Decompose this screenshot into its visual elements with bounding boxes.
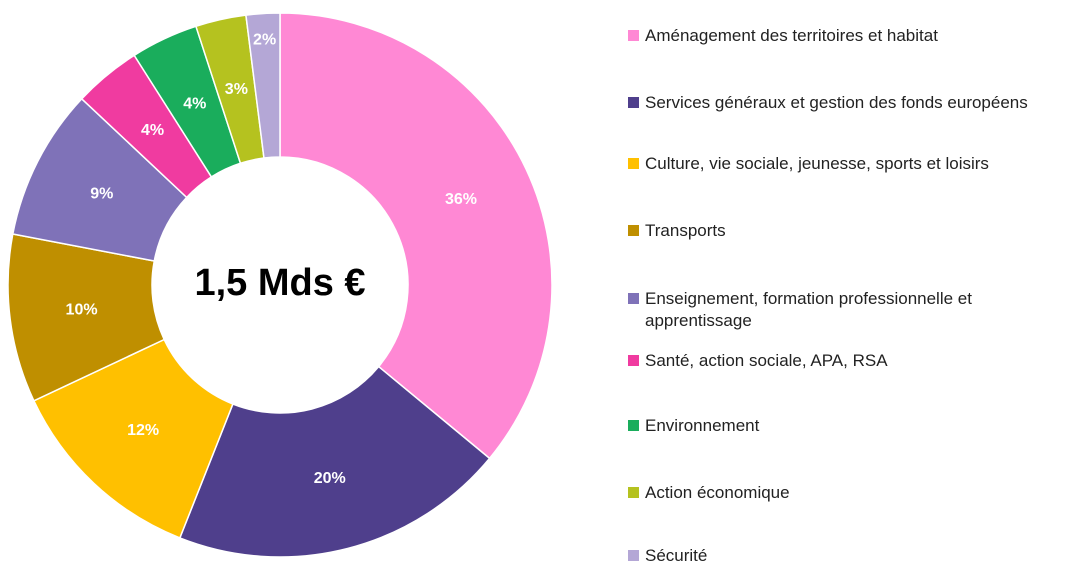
legend-swatch (628, 420, 639, 431)
donut-slice (178, 365, 491, 558)
legend-label: Aménagement des territoires et habitat (645, 26, 938, 45)
legend-item: Environnement (628, 415, 1068, 437)
legend-label: Services généraux et gestion des fonds e… (645, 93, 1028, 112)
legend-swatch (628, 97, 639, 108)
legend-label: Santé, action sociale, APA, RSA (645, 351, 888, 370)
legend-swatch (628, 550, 639, 561)
legend-swatch (628, 355, 639, 366)
legend-label: Enseignement, formation professionnelle … (645, 289, 972, 330)
data-label: 36% (445, 191, 477, 208)
data-label: 3% (225, 81, 248, 98)
legend-item: Enseignement, formation professionnelle … (628, 288, 1068, 332)
center-label: 1,5 Mds € (194, 262, 365, 304)
data-label: 2% (253, 32, 276, 49)
legend-item: Aménagement des territoires et habitat (628, 25, 1068, 47)
legend-item: Services généraux et gestion des fonds e… (628, 92, 1068, 114)
legend-swatch (628, 293, 639, 304)
data-label: 20% (314, 470, 346, 487)
data-label: 4% (141, 122, 164, 139)
legend-label: Environnement (645, 416, 760, 435)
legend-item: Culture, vie sociale, jeunesse, sports e… (628, 153, 1068, 175)
legend-label: Transports (645, 221, 726, 240)
legend-swatch (628, 487, 639, 498)
legend-label: Culture, vie sociale, jeunesse, sports e… (645, 154, 989, 173)
legend-label: Sécurité (645, 546, 708, 565)
legend-swatch (628, 225, 639, 236)
legend-item: Action économique (628, 482, 1068, 504)
chart: 1,5 Mds € 36% 20% 12% 10% 9% 4% 4% 3% 2% (7, 12, 553, 558)
legend-item: Santé, action sociale, APA, RSA (628, 350, 1068, 372)
data-label: 12% (127, 422, 159, 439)
data-label: 9% (90, 185, 113, 202)
legend-swatch (628, 30, 639, 41)
data-label: 4% (183, 95, 206, 112)
legend-item: Sécurité (628, 545, 1068, 567)
data-label: 10% (66, 301, 98, 318)
legend-swatch (628, 158, 639, 169)
legend-label: Action économique (645, 483, 790, 502)
donut-slice (245, 12, 281, 159)
donut-slice (279, 12, 553, 460)
legend-item: Transports (628, 220, 1068, 242)
